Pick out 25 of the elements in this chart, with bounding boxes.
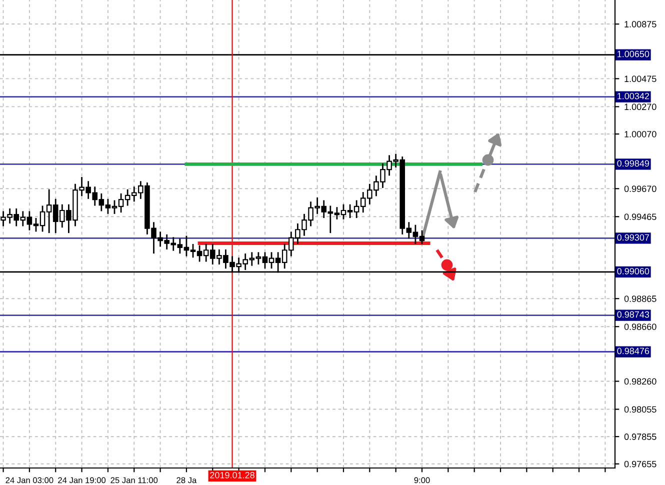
ref-line-label: 0.99060 (617, 268, 650, 274)
ref-line-label: 1.00342 (618, 92, 650, 100)
x-tick-label: 9:00 (414, 477, 430, 484)
y-tick-label: 0.98865 (624, 296, 656, 302)
ref-line-label: 1.00650 (618, 50, 650, 58)
y-tick-label: 0.97655 (624, 460, 656, 468)
y-tick-label: 0.99465 (624, 214, 656, 220)
y-tick-label: 1.00070 (624, 130, 656, 138)
y-tick-label: 0.98055 (624, 406, 656, 413)
x-tick-label: 24 Jan 03:00 (6, 477, 54, 484)
ref-line-label: 0.99849 (617, 160, 650, 167)
ref-line-label: 0.98476 (617, 348, 650, 354)
y-tick-label: 0.98260 (624, 378, 656, 385)
x-tick-label: 24 Jan 19:00 (58, 477, 106, 484)
y-tick-label: 0.98660 (624, 324, 656, 330)
x-tick-label: 25 Jan 11:00 (110, 477, 158, 484)
y-tick-label: 1.00875 (624, 21, 656, 28)
y-tick-label: 0.99670 (624, 186, 656, 192)
y-tick-label: 0.97855 (624, 434, 656, 440)
x-tick-label: 28 Ja (176, 477, 197, 484)
y-tick-label: 1.00270 (624, 104, 656, 110)
ref-line-label: 0.99307 (617, 234, 650, 241)
x-tick-label: 2019.01.28 (210, 472, 254, 478)
y-tick-label: 1.00475 (624, 76, 656, 82)
ref-line-label: 0.98743 (617, 311, 650, 318)
